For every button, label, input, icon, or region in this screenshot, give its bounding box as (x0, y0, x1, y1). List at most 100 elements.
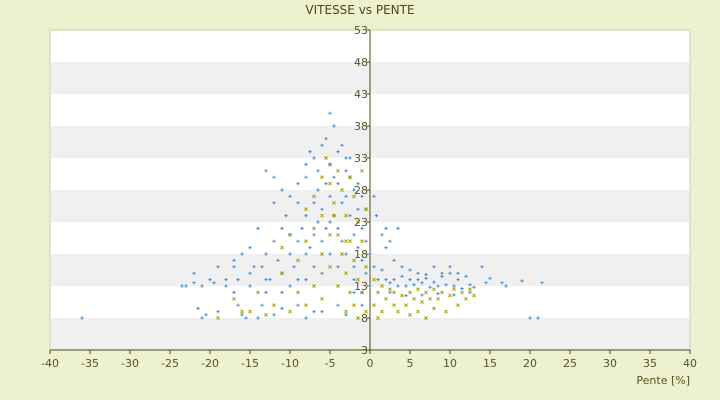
data-point (456, 271, 460, 275)
data-point-mark (424, 272, 428, 277)
data-point-mark (336, 265, 340, 269)
data-point-mark (372, 277, 376, 282)
data-point (264, 169, 268, 173)
data-point (384, 296, 388, 301)
data-point-mark (360, 239, 364, 244)
data-point (376, 316, 380, 320)
data-point (400, 293, 404, 298)
data-point (272, 201, 276, 205)
data-point (368, 252, 372, 256)
data-point-mark (312, 226, 316, 231)
data-point (440, 271, 444, 275)
data-point (452, 293, 456, 297)
x-tick-label: 25 (563, 357, 577, 370)
data-point-mark (348, 214, 352, 218)
data-point-mark (296, 290, 300, 295)
data-point (424, 290, 428, 295)
data-point (324, 137, 328, 141)
data-point-mark (360, 258, 364, 262)
data-point-mark (388, 287, 392, 292)
data-point-mark (436, 284, 440, 288)
data-point (308, 246, 312, 250)
data-point-mark (364, 309, 368, 314)
data-point (356, 316, 360, 320)
data-point (416, 287, 420, 292)
data-point-mark (248, 246, 252, 250)
data-point-mark (288, 252, 292, 256)
data-point (264, 312, 268, 317)
data-point-mark (320, 310, 324, 314)
data-point-mark (332, 175, 336, 179)
data-point (236, 303, 240, 307)
data-point-mark (328, 252, 332, 256)
data-point-mark (452, 293, 456, 297)
data-point-mark (468, 283, 472, 287)
data-point-mark (336, 303, 340, 307)
data-point (312, 233, 316, 237)
data-point (212, 281, 216, 285)
data-point-mark (408, 278, 412, 282)
data-point (408, 290, 412, 295)
data-point-mark (348, 175, 352, 180)
data-point-mark (456, 271, 460, 275)
data-point-mark (264, 278, 268, 282)
data-point (264, 290, 268, 294)
data-point-mark (416, 309, 420, 314)
data-point-mark (368, 284, 372, 288)
data-point (380, 309, 384, 314)
data-point-mark (420, 281, 424, 285)
data-point (468, 287, 472, 292)
data-point-mark (320, 296, 324, 301)
data-point (280, 188, 284, 192)
data-point (280, 290, 284, 294)
data-point-mark (320, 207, 324, 211)
data-point (504, 284, 508, 288)
data-point (540, 281, 544, 285)
data-point-mark (356, 277, 360, 282)
data-point (216, 265, 220, 269)
data-point (408, 268, 412, 272)
data-point-mark (336, 150, 340, 154)
data-point (328, 252, 332, 256)
data-point (256, 226, 260, 230)
data-point-mark (396, 309, 400, 314)
data-point (424, 316, 428, 320)
data-point (332, 213, 336, 218)
data-point (288, 309, 292, 314)
data-point (348, 239, 352, 244)
data-point (424, 272, 428, 277)
data-point (304, 207, 308, 212)
data-point-mark (304, 207, 308, 212)
data-point (480, 265, 484, 269)
data-point (276, 258, 280, 262)
data-point (336, 303, 340, 307)
data-point (328, 232, 332, 237)
data-point (336, 226, 340, 230)
data-point (296, 258, 300, 263)
data-point-mark (304, 278, 308, 282)
x-tick-label: -30 (121, 357, 139, 370)
data-point (484, 281, 488, 285)
data-point-mark (232, 290, 236, 294)
x-tick-label: -40 (41, 357, 59, 370)
data-point (344, 169, 348, 173)
data-point-mark (444, 309, 448, 314)
data-point (328, 220, 332, 224)
data-point (364, 207, 368, 212)
data-point-mark (404, 294, 408, 298)
data-point (392, 278, 396, 282)
data-point-mark (344, 271, 348, 276)
y-tick-label: 48 (354, 56, 368, 69)
data-point (336, 150, 340, 154)
data-point (380, 233, 384, 237)
data-point-mark (248, 271, 252, 275)
data-point (356, 182, 360, 186)
data-point-mark (284, 214, 288, 218)
x-tick-label: -20 (201, 357, 219, 370)
data-point (408, 312, 412, 317)
data-point (332, 175, 336, 179)
data-point-mark (388, 239, 392, 243)
data-point (352, 194, 356, 199)
data-point-mark (360, 303, 364, 307)
